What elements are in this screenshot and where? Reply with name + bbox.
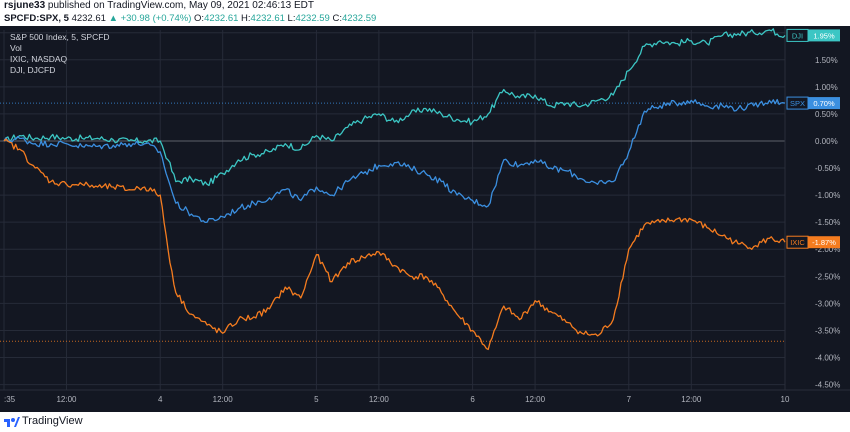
badge-series-value: -1.87% (812, 238, 836, 247)
high-value: 4232.61 (250, 13, 285, 24)
badge-series-name: IXIC (790, 238, 805, 247)
x-tick-label: 7 (627, 395, 632, 404)
last-price: 4232.61 (71, 13, 106, 24)
x-tick-label: 12:00 (213, 395, 234, 404)
x-tick-label: 10 (781, 395, 790, 404)
symbol-label: SPCFD:SPX, 5 (4, 13, 69, 24)
legend-vol[interactable]: Vol (10, 43, 22, 53)
footer-bar (0, 412, 850, 432)
chart-plot-area[interactable]: 21.50%1.00%0.50%0.00%-0.50%-1.00%-1.50%-… (0, 26, 850, 412)
low-value: 4232.59 (295, 13, 330, 24)
x-tick-label: 6 (470, 395, 475, 404)
price-change: ▲ +30.98 (+0.74%) (108, 13, 192, 24)
badge-series-value: 1.95% (813, 31, 835, 40)
badge-series-value: 0.70% (813, 99, 835, 108)
tradingview-logo-icon (4, 417, 20, 427)
series-line-dji[interactable] (3, 28, 786, 187)
publish-bar: rsjune33 published on TradingView.com, M… (0, 0, 850, 12)
y-tick-label: -3.00% (815, 299, 840, 308)
y-tick-label: 0.00% (815, 137, 838, 146)
x-tick-label: 4 (158, 395, 163, 404)
y-tick-label: 1.50% (815, 56, 838, 65)
quote-bar: SPCFD:SPX, 5 4232.61 ▲ +30.98 (+0.74%) O… (0, 12, 850, 25)
open-label: O: (194, 13, 205, 24)
x-tick-label: :35 (4, 395, 16, 404)
brand-name[interactable]: TradingView (22, 415, 83, 427)
y-tick-label: -1.00% (815, 191, 840, 200)
y-tick-label: 0.50% (815, 110, 838, 119)
publish-info: published on TradingView.com, May 09, 20… (47, 0, 315, 11)
close-label: C: (332, 13, 342, 24)
x-tick-label: 5 (314, 395, 319, 404)
low-label: L: (287, 13, 296, 24)
series-line-spx[interactable] (3, 98, 786, 224)
y-tick-label: -2.50% (815, 272, 840, 281)
badge-series-name: DJI (792, 31, 803, 40)
y-tick-label: -4.50% (815, 381, 840, 390)
author-name[interactable]: rsjune33 (4, 0, 46, 11)
legend-dji[interactable]: DJI, DJCFD (10, 65, 56, 75)
chart-svg[interactable]: 21.50%1.00%0.50%0.00%-0.50%-1.00%-1.50%-… (0, 26, 850, 412)
series-line-ixic[interactable] (3, 138, 786, 351)
legend-main[interactable]: S&P 500 Index, 5, SPCFD (10, 32, 110, 42)
y-tick-label: -2.00% (815, 245, 840, 254)
x-tick-label: 12:00 (681, 395, 702, 404)
series-badge-ixic: IXIC -1.87% (786, 235, 840, 249)
x-tick-label: 12:00 (56, 395, 77, 404)
close-value: 4232.59 (341, 13, 377, 24)
y-tick-label: -4.00% (815, 354, 840, 363)
y-tick-label: -0.50% (815, 164, 840, 173)
series-badge-spx: SPX 0.70% (786, 96, 840, 110)
high-label: H: (241, 13, 251, 24)
y-tick-label: -3.50% (815, 326, 840, 335)
x-tick-label: 12:00 (525, 395, 546, 404)
open-value: 4232.61 (204, 13, 239, 24)
series-badge-dji: DJI 1.95% (786, 28, 840, 42)
badge-series-name: SPX (790, 99, 805, 108)
y-tick-label: -1.50% (815, 218, 840, 227)
x-tick-label: 12:00 (369, 395, 390, 404)
y-tick-label: 1.00% (815, 83, 838, 92)
legend-ixic[interactable]: IXIC, NASDAQ (10, 54, 68, 64)
